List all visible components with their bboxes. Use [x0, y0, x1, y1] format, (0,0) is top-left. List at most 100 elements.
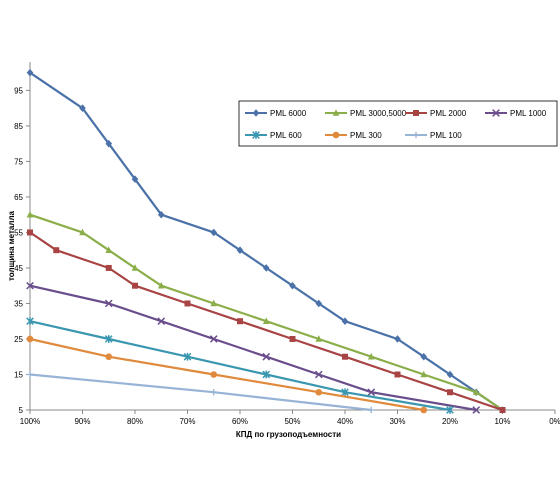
y-tick-label: 75 — [14, 157, 23, 166]
x-tick-label: 40% — [337, 417, 353, 426]
data-point — [262, 317, 270, 325]
series-line — [29, 71, 504, 411]
legend-swatch-marker — [252, 109, 260, 117]
data-point — [289, 335, 296, 342]
data-point — [26, 68, 34, 77]
legend-swatch-marker — [492, 109, 500, 117]
data-point — [26, 281, 34, 290]
series-line — [29, 213, 504, 411]
x-axis-title: КПД по грузоподъемности — [236, 430, 341, 439]
data-point — [289, 281, 296, 290]
data-point — [315, 299, 323, 308]
data-point — [183, 352, 192, 361]
legend-label: PML 6000 — [270, 109, 307, 118]
x-tick-label: 100% — [20, 417, 40, 426]
series-line — [29, 337, 424, 412]
legend-frame — [238, 100, 558, 147]
y-tick-label: 95 — [14, 86, 23, 95]
data-point — [315, 335, 323, 342]
legend-item: PML 1000 — [485, 109, 547, 118]
legend-item: PML 100 — [405, 131, 462, 140]
data-point — [420, 406, 428, 414]
legend-swatch-marker — [332, 109, 340, 116]
data-point — [53, 247, 60, 254]
y-tick-label: 85 — [14, 122, 23, 131]
y-tick-label: 5 — [19, 406, 24, 415]
data-point — [157, 317, 166, 326]
data-point — [367, 388, 376, 397]
data-point — [341, 317, 349, 326]
data-point — [446, 370, 454, 379]
data-point — [341, 388, 349, 397]
data-point — [446, 406, 454, 414]
data-point — [210, 228, 218, 237]
data-point — [314, 370, 323, 379]
series-4 — [26, 281, 481, 414]
data-point — [342, 353, 348, 360]
y-tick-label: 65 — [14, 193, 23, 202]
data-point — [210, 371, 218, 378]
series-6 — [26, 335, 428, 414]
data-point — [394, 335, 401, 343]
data-point — [447, 389, 453, 396]
y-tick-label: 45 — [14, 264, 23, 273]
data-point — [131, 264, 139, 271]
x-tick-label: 70% — [179, 417, 195, 426]
data-point — [26, 210, 34, 218]
data-point — [105, 353, 113, 361]
data-point — [104, 335, 113, 343]
data-point — [472, 406, 481, 414]
x-tick-label: 30% — [389, 417, 405, 426]
series-layer — [26, 68, 506, 414]
data-point — [132, 282, 138, 289]
series-line — [29, 320, 451, 412]
y-axis-title: толщина металла — [7, 210, 16, 281]
legend-swatch-marker — [332, 131, 340, 139]
data-point — [105, 139, 113, 148]
data-point — [105, 246, 113, 254]
y-axis-ticks: 5 15 25 35 45 55 65 75 85 95 — [14, 86, 30, 415]
data-point — [104, 299, 113, 308]
legend-label: PML 300 — [350, 131, 382, 140]
legend-label: PML 600 — [270, 131, 302, 140]
legend-label: PML 100 — [430, 131, 462, 140]
legend-swatch-marker — [252, 131, 260, 139]
legend-item: PML 2000 — [405, 109, 467, 118]
data-point — [26, 317, 34, 326]
data-point — [262, 264, 270, 272]
data-point — [79, 104, 86, 112]
series-2 — [26, 210, 506, 413]
data-point — [262, 370, 271, 379]
legend: PML 6000 PML 3000,5000 PML 2000 PML 1000 PML… — [238, 100, 558, 147]
data-point — [472, 388, 480, 396]
data-point — [367, 406, 375, 414]
data-point — [315, 388, 323, 396]
x-axis-ticks: 100% 90% 80% 70% 60% 50% 40% 30% 20% 10% 0% — [20, 410, 560, 426]
data-point — [499, 407, 506, 413]
series-5 — [26, 317, 454, 414]
data-point — [209, 335, 218, 343]
y-tick-label: 25 — [14, 335, 23, 344]
legend-item: PML 600 — [245, 131, 302, 140]
data-point — [26, 371, 34, 378]
data-point — [105, 264, 112, 271]
data-point — [420, 370, 428, 378]
x-tick-label: 0% — [549, 417, 560, 426]
data-point — [26, 335, 34, 343]
y-tick-label: 55 — [14, 228, 23, 237]
legend-label: PML 2000 — [430, 109, 467, 118]
x-tick-label: 10% — [494, 417, 510, 426]
legend-item: PML 300 — [325, 131, 382, 140]
legend-label: PML 3000,5000 — [350, 109, 407, 118]
data-point — [157, 210, 165, 219]
data-point — [236, 246, 244, 255]
data-point — [210, 388, 218, 396]
data-point — [157, 281, 165, 289]
legend-item: PML 6000 — [245, 109, 307, 118]
data-point — [131, 175, 139, 183]
data-point — [27, 229, 33, 236]
y-tick-label: 15 — [14, 370, 23, 379]
legend-item: PML 3000,5000 — [325, 109, 407, 118]
